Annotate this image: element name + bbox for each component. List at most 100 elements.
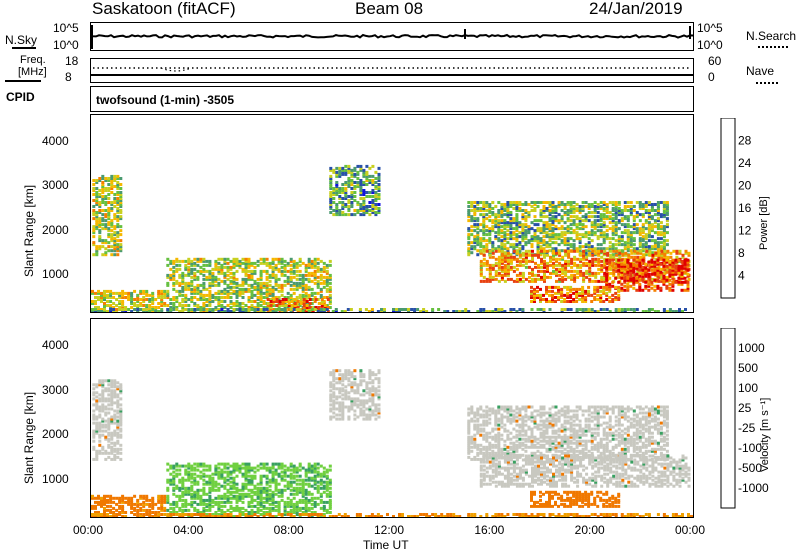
heatmap-cell: [617, 280, 621, 284]
heatmap-cell: [241, 506, 245, 510]
heatmap-cell: [467, 233, 471, 237]
heatmap-cell: [506, 205, 510, 208]
heatmap-cell: [205, 464, 209, 468]
heatmap-cell: [286, 269, 290, 273]
heatmap-cell: [101, 451, 105, 455]
heatmap-cell: [650, 217, 654, 221]
heatmap-cell: [500, 269, 504, 273]
heatmap-cell: [623, 272, 627, 276]
heatmap-cell: [319, 277, 323, 281]
heatmap-cell: [329, 177, 333, 180]
heatmap-cell: [229, 476, 233, 480]
heatmap-cell: [650, 203, 654, 206]
heatmap-cell: [473, 209, 477, 212]
heatmap-cell: [262, 296, 266, 299]
heatmap-cell: [593, 201, 597, 204]
heatmap-cell: [101, 419, 105, 423]
heatmap-cell: [555, 259, 558, 263]
heatmap-cell: [605, 291, 609, 295]
heatmap-cell: [277, 267, 281, 271]
heatmap-cell: [641, 268, 645, 272]
heatmap-cell: [623, 215, 627, 219]
heatmap-cell: [546, 261, 549, 265]
heatmap-cell: [533, 300, 536, 303]
heatmap-cell: [548, 300, 551, 303]
heatmap-cell: [307, 304, 311, 307]
heatmap-cell: [98, 231, 102, 235]
heatmap-cell: [575, 300, 579, 303]
heatmap-cell: [677, 282, 681, 286]
heatmap-cell: [178, 293, 182, 297]
heatmap-cell: [479, 229, 483, 233]
heatmap-cell: [202, 474, 206, 478]
heatmap-cell: [214, 502, 218, 506]
heatmap-cell: [250, 293, 254, 297]
heatmap-cell: [521, 273, 525, 277]
heatmap-cell: [178, 508, 182, 512]
heatmap-cell: [540, 265, 543, 269]
heatmap-cell: [596, 207, 600, 210]
heatmap-cell: [110, 207, 114, 210]
heatmap-cell: [325, 275, 329, 279]
heatmap-cell: [376, 310, 380, 312]
heatmap-cell: [590, 239, 594, 243]
heatmap-cell: [531, 255, 534, 259]
heatmap-cell: [113, 453, 117, 457]
heatmap-cell: [543, 265, 546, 269]
heatmap-cell: [599, 296, 603, 299]
heatmap-cell: [597, 251, 601, 255]
heatmap-cell: [335, 172, 339, 176]
heatmap-cell: [100, 310, 103, 312]
heatmap-cell: [199, 476, 203, 480]
heatmap-cell: [256, 302, 260, 305]
heatmap-cell: [98, 247, 102, 251]
heatmap-cell: [266, 298, 270, 301]
heatmap-cell: [92, 393, 96, 397]
heatmap-cell: [130, 302, 134, 305]
heatmap-cell: [205, 498, 209, 502]
heatmap-cell: [94, 511, 97, 514]
heatmap-cell: [566, 247, 570, 251]
heatmap-cell: [524, 265, 528, 269]
heatmap-cell: [662, 227, 666, 231]
heatmap-cell: [557, 249, 561, 253]
heatmap-cell: [244, 478, 248, 482]
heatmap-cell: [638, 237, 642, 241]
heatmap-cell: [641, 207, 645, 210]
heatmap-cell: [113, 429, 117, 433]
heatmap-cell: [650, 308, 654, 311]
heatmap-cell: [656, 205, 660, 208]
heatmap-cell: [518, 207, 522, 210]
heatmap-cell: [226, 257, 230, 261]
heatmap-cell: [641, 213, 645, 217]
heatmap-cell: [320, 304, 324, 307]
heatmap-cell: [107, 411, 111, 415]
heatmap-cell: [650, 272, 654, 276]
heatmap-cell: [163, 289, 167, 293]
heatmap-cell: [241, 513, 245, 516]
heatmap-cell: [223, 496, 227, 500]
heatmap-cell: [365, 207, 369, 210]
heatmap-cell: [638, 227, 642, 231]
heatmap-cell: [277, 298, 281, 301]
heatmap-cell: [92, 413, 96, 417]
heatmap-cell: [118, 498, 122, 502]
heatmap-cell: [163, 498, 167, 502]
heatmap-cell: [491, 247, 495, 251]
heatmap-cell: [101, 227, 105, 231]
heatmap-cell: [362, 201, 366, 204]
heatmap-cell: [641, 237, 645, 241]
heatmap-cell: [593, 289, 597, 293]
heatmap-cell: [223, 287, 227, 291]
heatmap-cell: [602, 233, 606, 237]
heatmap-cell: [316, 257, 320, 261]
heatmap-cell: [202, 498, 206, 502]
heatmap-cell: [178, 304, 182, 307]
heatmap-cell: [211, 283, 215, 287]
heatmap-cell: [341, 191, 345, 194]
heatmap-cell: [280, 273, 284, 277]
heatmap-cell: [584, 296, 588, 299]
heatmap-cell: [319, 293, 323, 297]
heatmap-cell: [244, 472, 248, 476]
heatmap-cell: [97, 502, 100, 506]
